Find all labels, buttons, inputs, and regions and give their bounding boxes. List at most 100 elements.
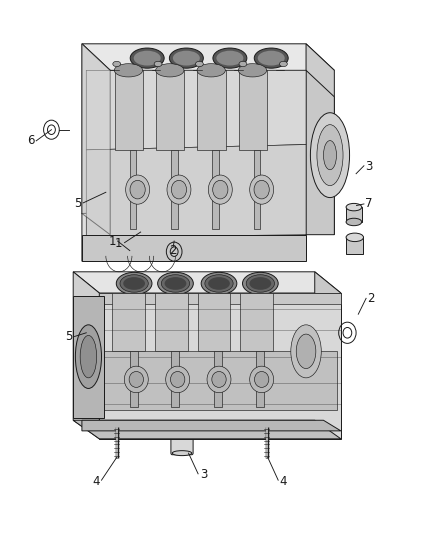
- Ellipse shape: [195, 61, 203, 67]
- Polygon shape: [86, 144, 306, 237]
- Polygon shape: [197, 70, 226, 150]
- Ellipse shape: [207, 366, 231, 393]
- Polygon shape: [73, 420, 341, 439]
- Text: 7: 7: [365, 197, 373, 211]
- Polygon shape: [171, 150, 178, 229]
- Polygon shape: [214, 351, 222, 407]
- Ellipse shape: [254, 48, 288, 68]
- Polygon shape: [99, 293, 341, 304]
- Ellipse shape: [216, 51, 244, 66]
- Polygon shape: [82, 44, 110, 235]
- Ellipse shape: [166, 366, 190, 393]
- Ellipse shape: [239, 61, 247, 67]
- Ellipse shape: [291, 325, 321, 378]
- Ellipse shape: [258, 51, 285, 66]
- Ellipse shape: [171, 180, 187, 199]
- Ellipse shape: [311, 113, 350, 198]
- Ellipse shape: [250, 366, 274, 393]
- Ellipse shape: [167, 175, 191, 204]
- Text: 6: 6: [27, 134, 35, 147]
- Text: 2: 2: [170, 244, 177, 257]
- Ellipse shape: [172, 451, 192, 456]
- Ellipse shape: [213, 180, 228, 199]
- Text: 4: 4: [279, 475, 287, 488]
- Ellipse shape: [346, 218, 362, 225]
- Polygon shape: [86, 70, 306, 150]
- Ellipse shape: [130, 180, 145, 199]
- Text: 5: 5: [74, 197, 81, 211]
- Ellipse shape: [154, 61, 162, 67]
- Ellipse shape: [155, 63, 184, 77]
- Ellipse shape: [170, 372, 185, 387]
- Polygon shape: [99, 293, 341, 439]
- Polygon shape: [212, 150, 219, 229]
- Polygon shape: [306, 44, 334, 235]
- Ellipse shape: [254, 180, 269, 199]
- Text: 4: 4: [92, 475, 100, 488]
- FancyBboxPatch shape: [171, 434, 193, 455]
- Ellipse shape: [75, 325, 102, 389]
- Ellipse shape: [124, 366, 148, 393]
- Text: 2: 2: [367, 292, 375, 305]
- Text: 1: 1: [109, 235, 116, 247]
- Polygon shape: [346, 207, 362, 222]
- Ellipse shape: [213, 48, 247, 68]
- Ellipse shape: [279, 61, 287, 67]
- Text: 5: 5: [65, 330, 73, 343]
- Polygon shape: [73, 296, 104, 418]
- Ellipse shape: [173, 51, 200, 66]
- Polygon shape: [155, 293, 187, 351]
- Ellipse shape: [254, 372, 269, 387]
- Polygon shape: [198, 293, 230, 351]
- Ellipse shape: [317, 125, 343, 185]
- Polygon shape: [240, 293, 273, 351]
- Ellipse shape: [165, 277, 186, 290]
- Ellipse shape: [80, 335, 97, 378]
- Ellipse shape: [346, 233, 364, 241]
- Text: 3: 3: [365, 160, 373, 173]
- Polygon shape: [346, 237, 364, 254]
- Ellipse shape: [212, 372, 226, 387]
- Ellipse shape: [129, 372, 144, 387]
- Polygon shape: [82, 44, 334, 70]
- Polygon shape: [82, 420, 341, 431]
- Polygon shape: [306, 70, 334, 235]
- Ellipse shape: [170, 48, 203, 68]
- Polygon shape: [73, 272, 99, 439]
- Polygon shape: [82, 235, 306, 261]
- Ellipse shape: [114, 63, 143, 77]
- Ellipse shape: [123, 277, 145, 290]
- Ellipse shape: [113, 61, 120, 67]
- Ellipse shape: [323, 141, 336, 169]
- Ellipse shape: [208, 175, 232, 204]
- Ellipse shape: [120, 274, 148, 292]
- Ellipse shape: [246, 274, 275, 292]
- Ellipse shape: [130, 48, 164, 68]
- Polygon shape: [156, 70, 184, 150]
- Text: 1: 1: [115, 237, 123, 250]
- Ellipse shape: [172, 433, 192, 438]
- Polygon shape: [115, 70, 143, 150]
- Polygon shape: [239, 70, 267, 150]
- Polygon shape: [130, 150, 136, 229]
- Ellipse shape: [250, 277, 271, 290]
- Ellipse shape: [161, 274, 190, 292]
- Ellipse shape: [116, 272, 152, 295]
- Ellipse shape: [243, 272, 278, 295]
- Ellipse shape: [346, 204, 362, 211]
- Polygon shape: [130, 351, 138, 407]
- Polygon shape: [171, 351, 179, 407]
- Polygon shape: [73, 272, 341, 293]
- Ellipse shape: [250, 175, 274, 204]
- Ellipse shape: [208, 277, 230, 290]
- Ellipse shape: [126, 175, 150, 204]
- Ellipse shape: [205, 274, 233, 292]
- Polygon shape: [82, 208, 306, 261]
- Ellipse shape: [296, 334, 316, 368]
- Polygon shape: [82, 44, 110, 235]
- Polygon shape: [254, 150, 260, 229]
- Ellipse shape: [134, 51, 161, 66]
- Polygon shape: [256, 351, 264, 407]
- Text: 3: 3: [200, 469, 208, 481]
- Polygon shape: [113, 293, 145, 351]
